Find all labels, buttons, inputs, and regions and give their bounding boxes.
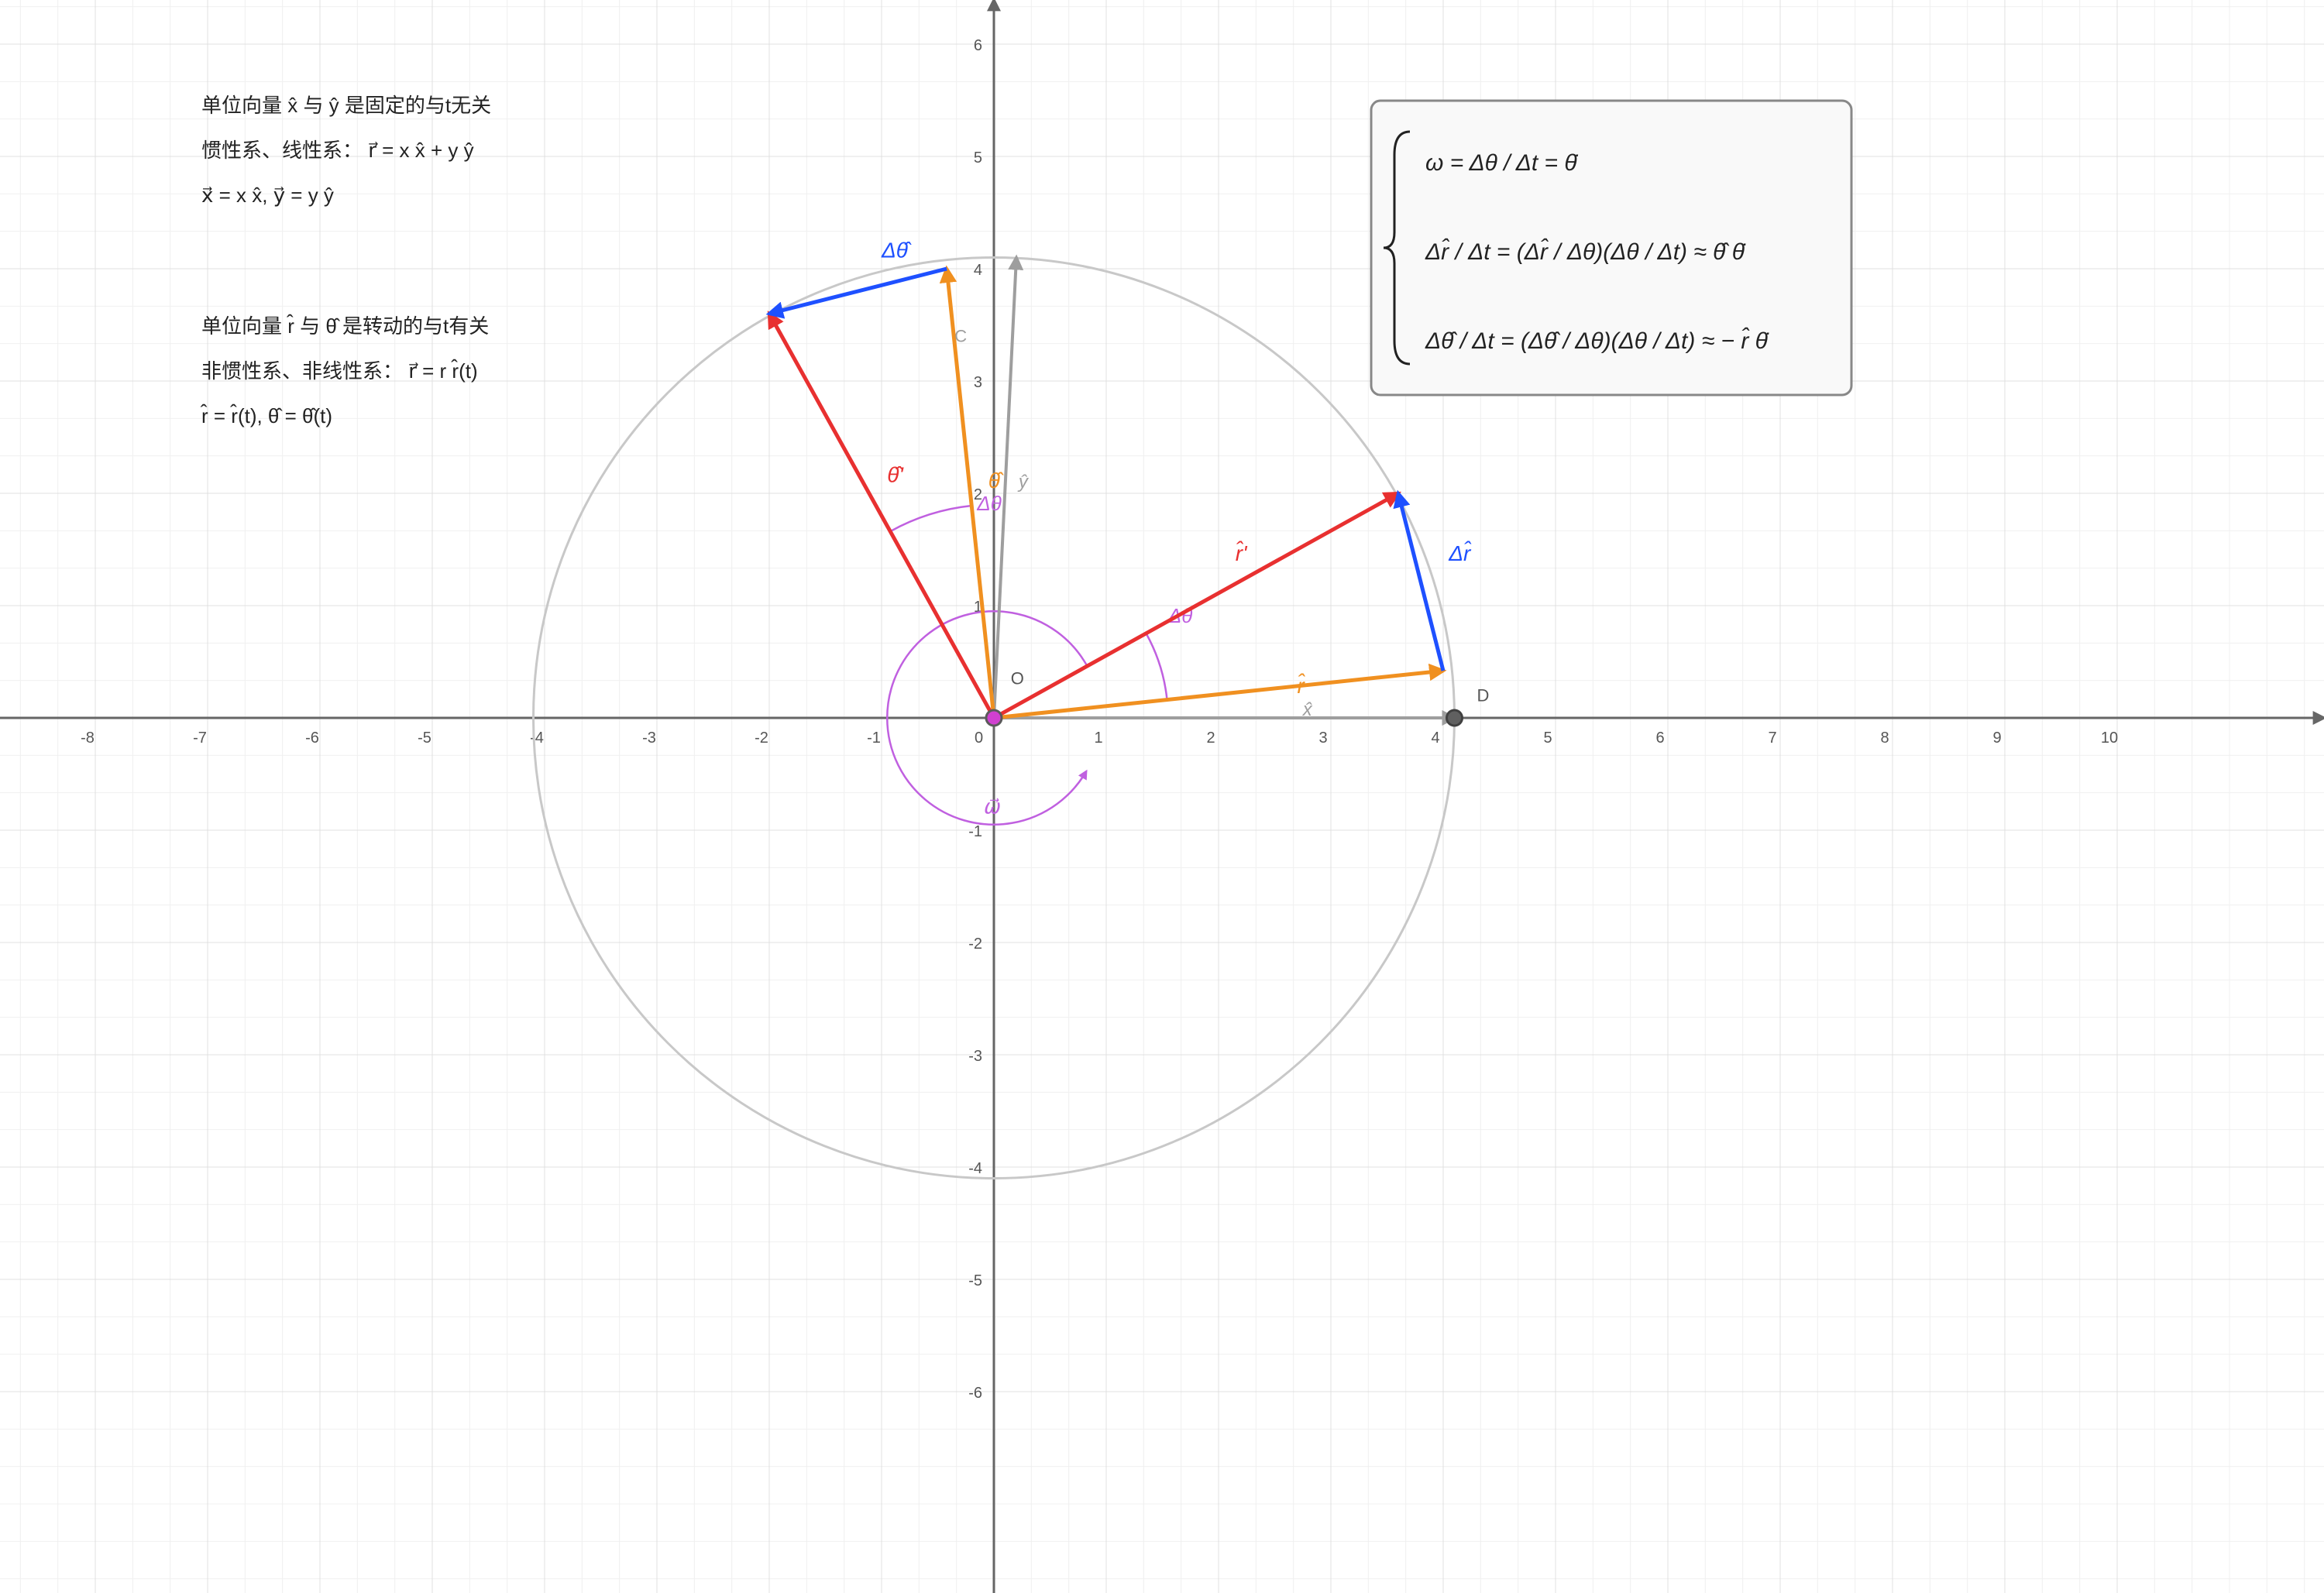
text-block-1-line: 惯性系、线性系： r⃗ = x x̂ + y ŷ bbox=[201, 139, 474, 162]
vector-delta-r bbox=[1398, 493, 1443, 671]
y-tick: -2 bbox=[968, 936, 982, 953]
x-tick: 6 bbox=[1655, 730, 1664, 747]
y-tick: -3 bbox=[968, 1048, 982, 1065]
arc-label: Δθ bbox=[976, 492, 1002, 515]
x-tick: -2 bbox=[755, 730, 768, 747]
x-tick: -3 bbox=[642, 730, 656, 747]
x-tick: 1 bbox=[1094, 730, 1102, 747]
equation-line: Δθ̂ / Δt = (Δθ̂ / Δθ)(Δθ / Δt) ≈ − r̂ θ̇ bbox=[1425, 328, 1769, 354]
text-block-1-line: x⃗ = x x̂, y⃗ = y ŷ bbox=[201, 184, 334, 207]
text-block-2-line: r̂ = r̂(t), θ̂ = θ̂(t) bbox=[200, 404, 332, 427]
text-block-2-line: 单位向量 r̂ 与 θ̂ 是转动的与t有关 bbox=[201, 314, 489, 338]
point-O bbox=[986, 710, 1002, 726]
x-tick: 8 bbox=[1880, 730, 1889, 747]
text-block-2-line: 非惯性系、非线性系： r⃗ = r r̂(t) bbox=[201, 359, 478, 383]
diagram-canvas: -9-8-7-6-5-4-3-2-1012345678910-6-5-4-3-2… bbox=[0, 0, 2324, 1593]
vector-label: Δr̂ bbox=[1448, 541, 1472, 565]
text-block-1-line: 单位向量 x̂ 与 ŷ 是固定的与t无关 bbox=[201, 94, 491, 117]
point-label-D: D bbox=[1477, 685, 1490, 705]
y-tick: 3 bbox=[974, 374, 982, 391]
x-tick: 4 bbox=[1431, 730, 1439, 747]
x-tick: -6 bbox=[305, 730, 319, 747]
point-label-C: C bbox=[954, 326, 967, 345]
y-tick: -6 bbox=[968, 1385, 982, 1402]
x-tick: 10 bbox=[2101, 730, 2118, 747]
equation-line: Δr̂ / Δt = (Δr̂ / Δθ)(Δθ / Δt) ≈ θ̂ θ̇ bbox=[1425, 239, 1746, 265]
point-D bbox=[1447, 710, 1463, 726]
vector-label: r̂' bbox=[1236, 541, 1248, 565]
svg-text:0: 0 bbox=[975, 730, 983, 747]
point-label-O: O bbox=[1011, 669, 1024, 688]
x-tick: 2 bbox=[1206, 730, 1215, 747]
arc-label: ω⃗ bbox=[983, 795, 1001, 818]
y-tick: 6 bbox=[974, 37, 982, 54]
y-tick: -1 bbox=[968, 823, 982, 840]
vector-label: θ̂ bbox=[988, 469, 1004, 493]
vector-label: θ̂' bbox=[887, 463, 904, 487]
x-tick: 5 bbox=[1543, 730, 1552, 747]
vector-sublabel: x̂ bbox=[1302, 699, 1313, 720]
equation-line: ω = Δθ / Δt = θ̇ bbox=[1425, 150, 1579, 176]
angle-arc bbox=[1147, 633, 1167, 699]
vector-label: Δθ̂ bbox=[881, 239, 912, 263]
y-tick: -5 bbox=[968, 1272, 982, 1289]
x-tick: -5 bbox=[418, 730, 431, 747]
x-tick: 3 bbox=[1318, 730, 1327, 747]
x-tick: 7 bbox=[1768, 730, 1776, 747]
y-tick: -4 bbox=[968, 1160, 982, 1177]
x-tick: -8 bbox=[81, 730, 95, 747]
x-tick: 9 bbox=[1992, 730, 2001, 747]
x-tick: -4 bbox=[530, 730, 544, 747]
vector-sublabel: ŷ bbox=[1017, 472, 1030, 493]
x-tick: -7 bbox=[193, 730, 207, 747]
vector-delta-theta bbox=[769, 269, 947, 314]
y-tick: 4 bbox=[974, 262, 982, 279]
y-tick: 5 bbox=[974, 149, 982, 167]
x-tick: -1 bbox=[867, 730, 881, 747]
angle-arc bbox=[890, 506, 971, 531]
